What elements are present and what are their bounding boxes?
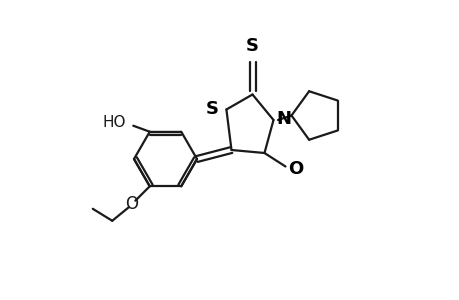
- Text: S: S: [246, 38, 258, 56]
- Text: HO: HO: [102, 115, 125, 130]
- Text: S: S: [206, 100, 218, 118]
- Text: N: N: [275, 110, 290, 128]
- Text: O: O: [288, 160, 303, 178]
- Text: O: O: [125, 195, 138, 213]
